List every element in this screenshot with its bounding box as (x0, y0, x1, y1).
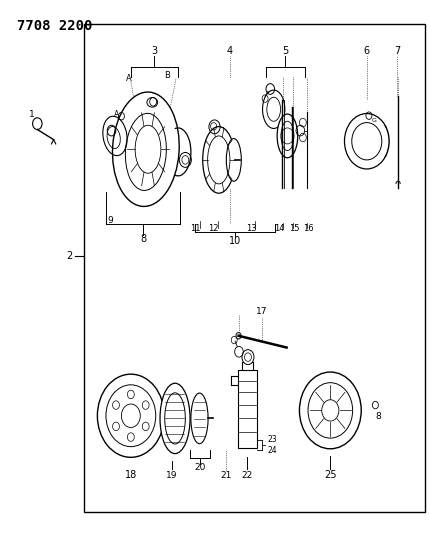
Text: 9: 9 (108, 216, 114, 224)
Text: 2: 2 (66, 251, 73, 261)
Text: 24: 24 (267, 446, 277, 455)
Text: 1: 1 (29, 110, 35, 119)
Text: 22: 22 (242, 471, 253, 480)
Text: A: A (114, 110, 119, 119)
Text: 14: 14 (275, 224, 285, 232)
Text: 11: 11 (190, 224, 201, 232)
Text: 17: 17 (256, 308, 267, 316)
Circle shape (242, 350, 254, 365)
Text: 19: 19 (166, 471, 177, 480)
Text: 12: 12 (208, 224, 219, 232)
Text: 8: 8 (375, 413, 381, 421)
Ellipse shape (160, 383, 190, 454)
Polygon shape (238, 370, 257, 448)
Text: 21: 21 (221, 471, 232, 480)
Ellipse shape (191, 393, 208, 443)
Text: 8: 8 (140, 234, 146, 244)
Ellipse shape (227, 139, 241, 181)
Text: 6: 6 (364, 46, 370, 55)
Ellipse shape (202, 127, 235, 193)
Text: 18: 18 (125, 471, 137, 480)
Text: A: A (126, 75, 132, 83)
Ellipse shape (112, 92, 179, 206)
Ellipse shape (277, 114, 298, 158)
Text: 23: 23 (267, 435, 277, 444)
Text: 13: 13 (247, 224, 257, 232)
Text: 7708 2200: 7708 2200 (17, 19, 93, 33)
Text: 16: 16 (303, 224, 313, 232)
Ellipse shape (263, 90, 285, 128)
Text: G: G (372, 118, 377, 124)
Text: 3: 3 (151, 46, 157, 55)
Text: B: B (164, 71, 170, 80)
Text: 25: 25 (324, 471, 337, 480)
Text: 10: 10 (229, 237, 241, 246)
Bar (84, 24, 425, 512)
Text: 7: 7 (394, 46, 400, 55)
Text: 20: 20 (194, 464, 205, 472)
Circle shape (299, 372, 361, 449)
Text: 15: 15 (289, 224, 299, 232)
Text: 5: 5 (282, 46, 288, 55)
Circle shape (97, 374, 164, 457)
Text: 4: 4 (227, 46, 233, 55)
